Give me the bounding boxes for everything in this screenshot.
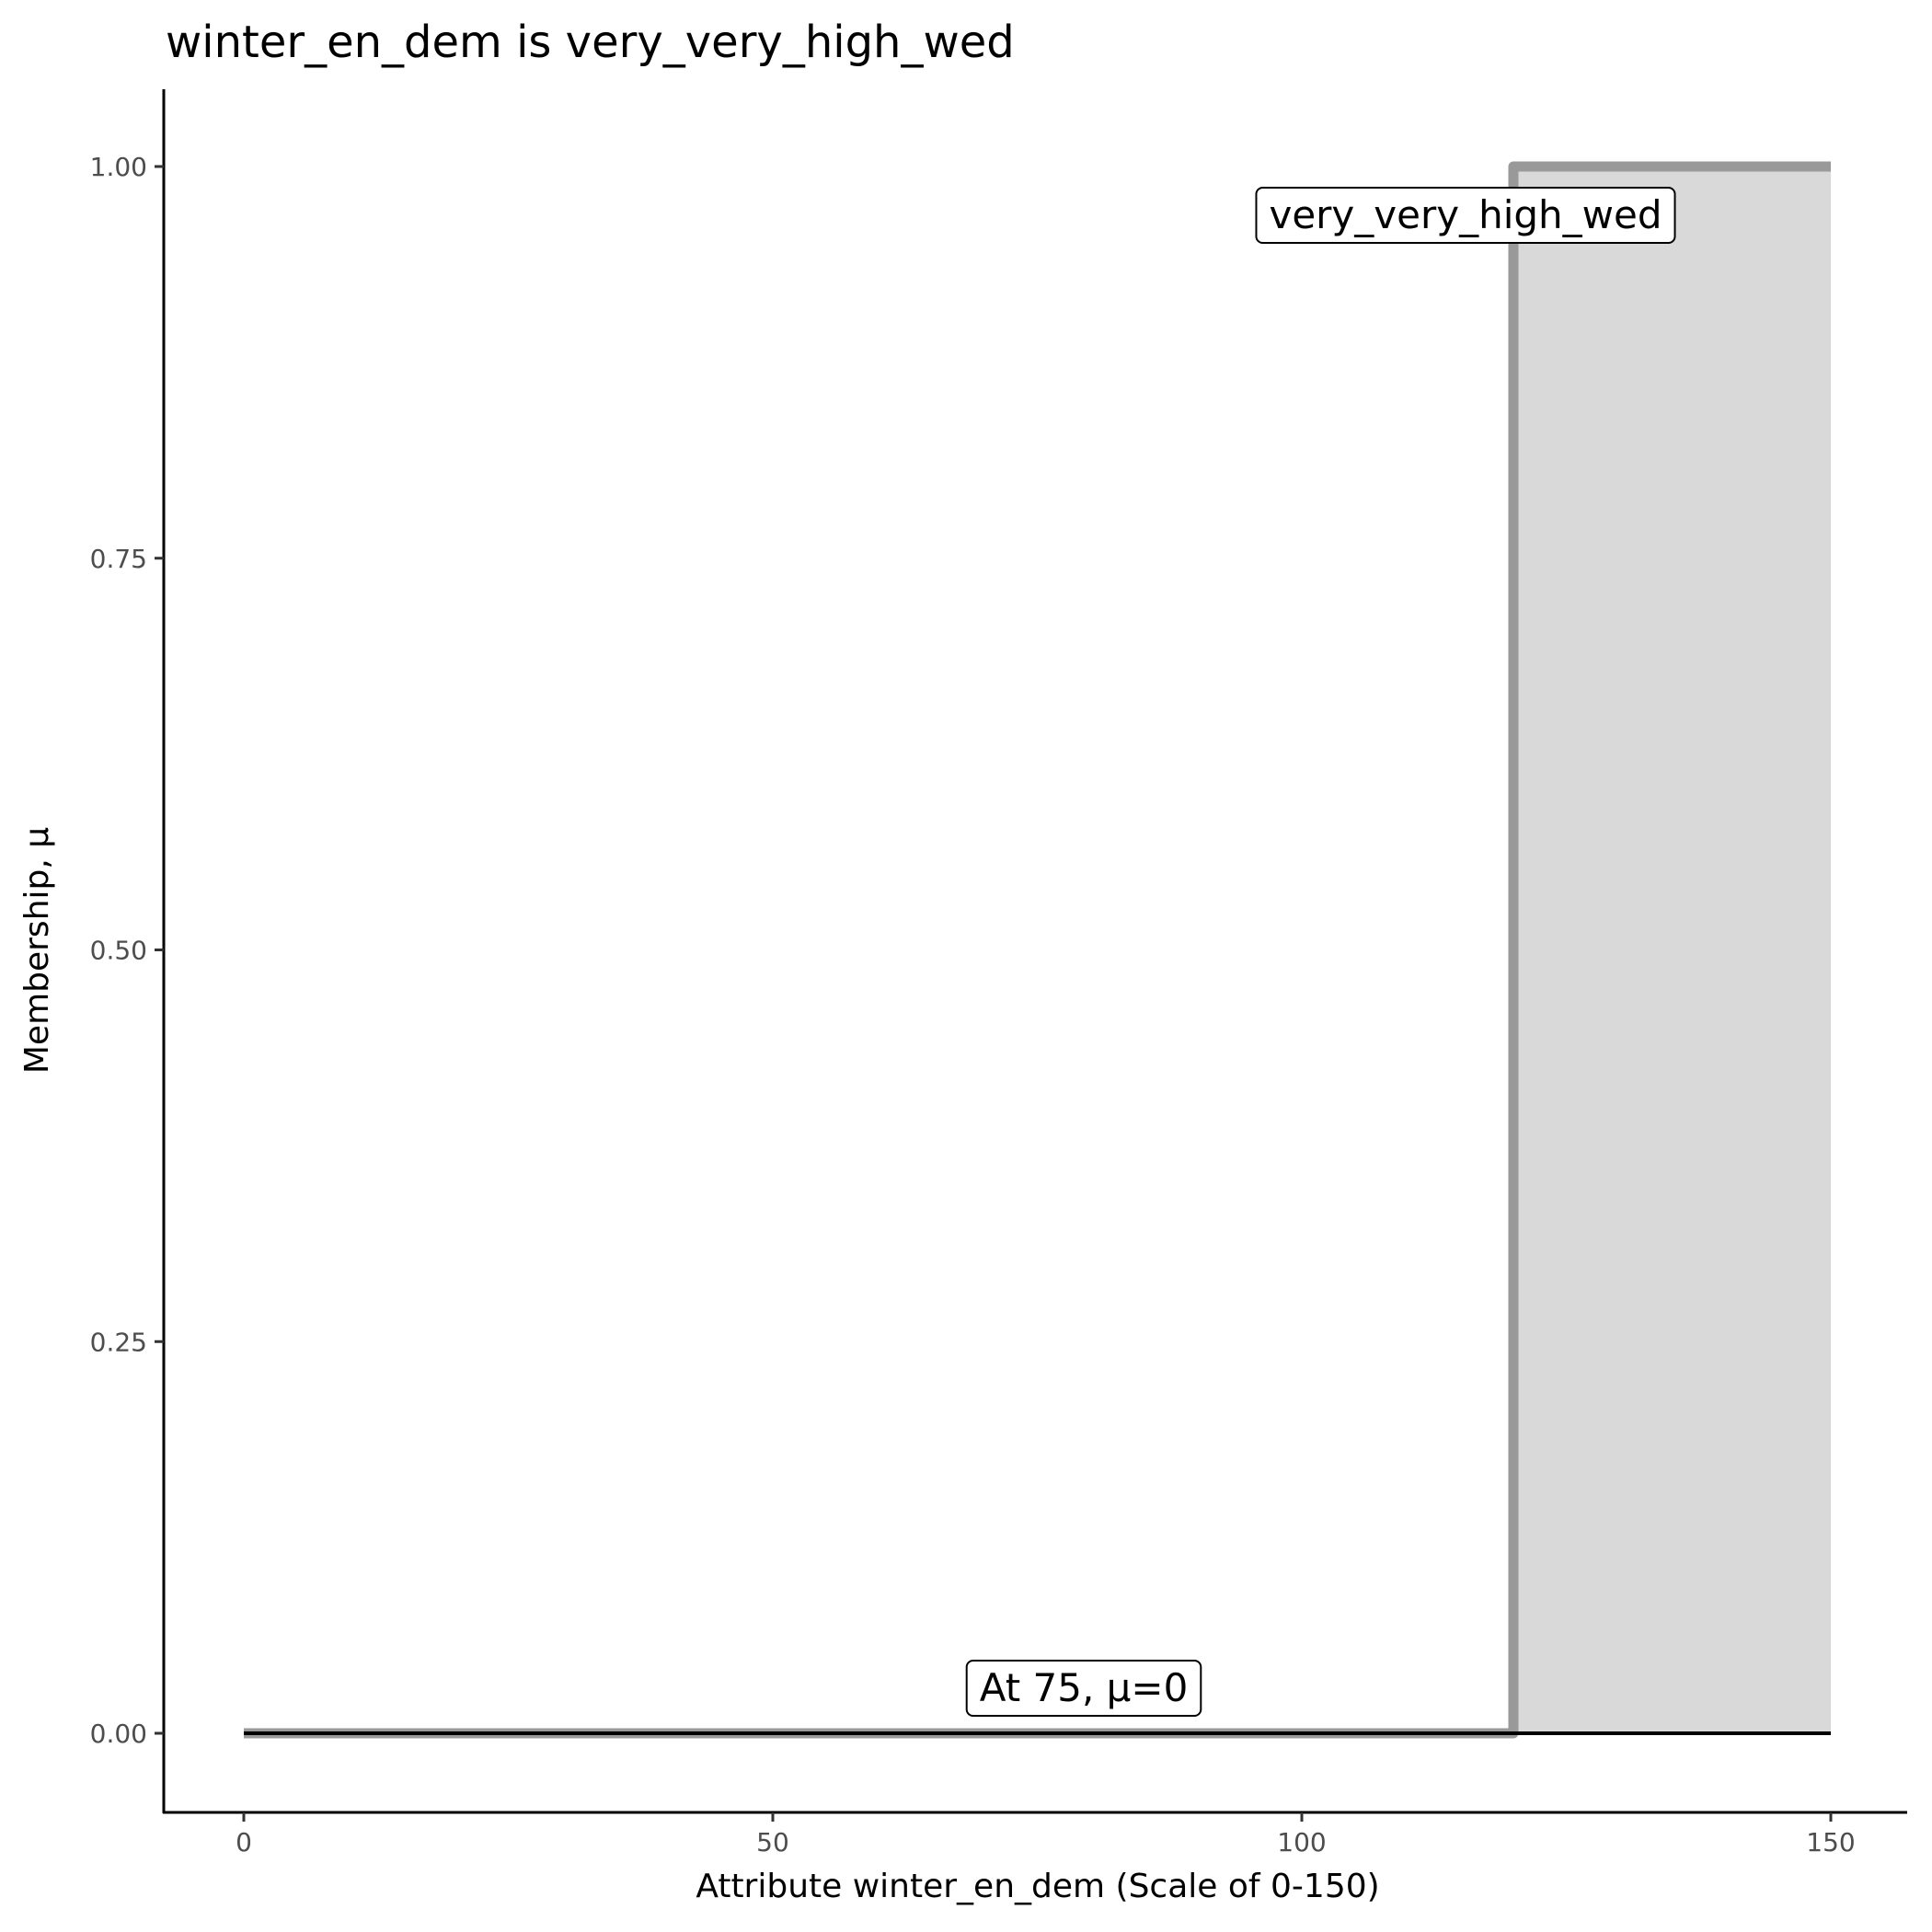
x-tick-label: 150 [1806, 1827, 1855, 1857]
x-axis-title: Attribute winter_en_dem (Scale of 0-150) [696, 1868, 1379, 1905]
y-tick-label: 0.75 [90, 544, 147, 574]
y-tick-label: 0.50 [90, 936, 147, 966]
y-tick-label: 0.25 [90, 1327, 147, 1357]
x-tick-label: 50 [756, 1827, 789, 1857]
annotation-text: very_very_high_wed [1269, 192, 1662, 237]
y-ticks: 0.00 0.25 0.50 0.75 1.00 [90, 152, 164, 1749]
chart-title: winter_en_dem is very_very_high_wed [166, 17, 1015, 68]
annotations: very_very_high_wed At 75, μ=0 [965, 187, 1676, 1717]
x-tick-label: 0 [236, 1827, 252, 1857]
annotation-text: At 75, μ=0 [980, 1665, 1189, 1710]
x-tick-label: 100 [1277, 1827, 1326, 1857]
annotation-label: At 75, μ=0 [965, 1660, 1202, 1717]
y-tick-label: 0.00 [90, 1719, 147, 1749]
x-ticks: 0 50 100 150 [236, 1812, 1856, 1857]
y-tick-label: 1.00 [90, 152, 147, 182]
membership-area [244, 167, 1831, 1733]
y-axis-title: Membership, μ [18, 827, 56, 1074]
plot-area [244, 161, 1831, 1739]
annotation-label: very_very_high_wed [1255, 187, 1676, 244]
